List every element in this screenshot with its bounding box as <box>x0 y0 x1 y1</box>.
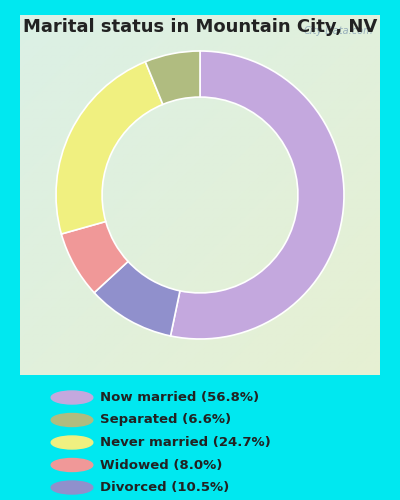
Text: Divorced (10.5%): Divorced (10.5%) <box>100 481 229 494</box>
Text: City-Data.com: City-Data.com <box>303 26 373 36</box>
Text: Marital status in Mountain City, NV: Marital status in Mountain City, NV <box>23 18 377 36</box>
Text: Now married (56.8%): Now married (56.8%) <box>100 391 259 404</box>
Circle shape <box>51 414 93 426</box>
Circle shape <box>51 481 93 494</box>
Wedge shape <box>56 62 163 234</box>
Text: Never married (24.7%): Never married (24.7%) <box>100 436 271 449</box>
Wedge shape <box>61 222 128 292</box>
Circle shape <box>51 458 93 471</box>
Text: Widowed (8.0%): Widowed (8.0%) <box>100 458 222 471</box>
Circle shape <box>51 391 93 404</box>
Wedge shape <box>94 262 180 336</box>
Circle shape <box>51 436 93 449</box>
Wedge shape <box>145 51 200 104</box>
Wedge shape <box>170 51 344 339</box>
Text: Separated (6.6%): Separated (6.6%) <box>100 414 231 426</box>
